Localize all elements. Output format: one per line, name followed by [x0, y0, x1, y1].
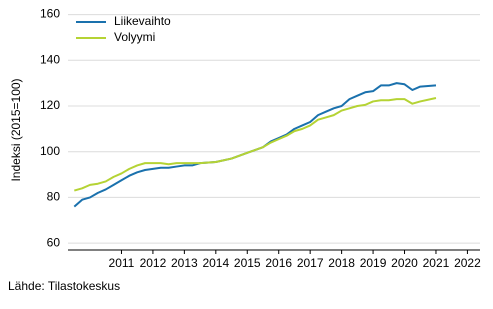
x-tick-label: 2020	[391, 256, 418, 270]
y-tick-label: 80	[47, 190, 61, 204]
line-series	[74, 97, 437, 192]
y-axis-title: Indeksi (2015=100)	[9, 78, 23, 181]
x-tick-label: 2014	[202, 256, 229, 270]
y-tick-label: 140	[40, 52, 60, 66]
y-tick-label: 100	[40, 144, 60, 158]
y-tick-label: 60	[47, 235, 61, 249]
x-tick-label: 2013	[171, 256, 198, 270]
x-tick-label: 2016	[265, 256, 292, 270]
y-tick-label: 160	[40, 7, 60, 21]
x-tick-label: 2021	[423, 256, 450, 270]
x-tick-label: 2011	[109, 256, 135, 270]
x-tick-label: 2012	[140, 256, 167, 270]
y-tick-label: 120	[40, 98, 60, 112]
legend-label: Volyymi	[114, 30, 155, 44]
x-tick-label: 2019	[360, 256, 387, 270]
legend-label: Liikevaihto	[114, 14, 171, 28]
x-tick-label: 2017	[297, 256, 324, 270]
x-tick-label: 2015	[234, 256, 261, 270]
x-tick-label: 2018	[328, 256, 355, 270]
source: Lähde: Tilastokeskus	[8, 279, 120, 293]
x-tick-label: 2022	[454, 256, 481, 270]
line-series	[73, 82, 437, 208]
